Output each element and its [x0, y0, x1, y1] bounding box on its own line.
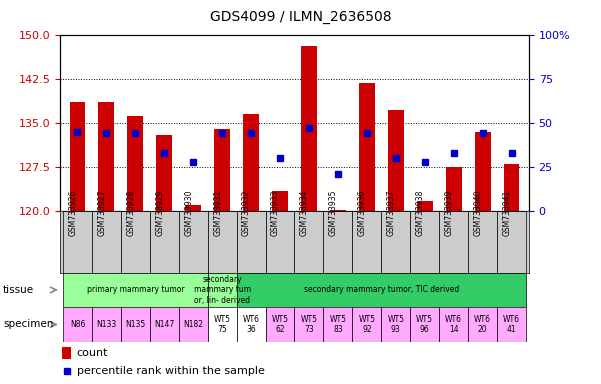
Text: WT5
92: WT5 92: [358, 315, 376, 334]
Bar: [294, 211, 323, 273]
Text: WT6
41: WT6 41: [503, 315, 520, 334]
Bar: [208, 307, 237, 342]
Bar: [272, 190, 288, 211]
Text: GSM733929: GSM733929: [155, 190, 164, 236]
Bar: [388, 110, 404, 211]
Bar: [243, 114, 259, 211]
Text: GSM733941: GSM733941: [502, 190, 511, 236]
Bar: [150, 211, 178, 273]
Bar: [323, 211, 352, 273]
Bar: [99, 102, 114, 211]
Bar: [214, 129, 230, 211]
Bar: [208, 273, 237, 307]
Text: N147: N147: [154, 320, 174, 329]
Text: GSM733928: GSM733928: [126, 190, 135, 236]
Bar: [323, 307, 352, 342]
Bar: [237, 273, 526, 307]
Text: percentile rank within the sample: percentile rank within the sample: [76, 366, 264, 376]
Bar: [92, 211, 121, 273]
Bar: [127, 116, 143, 211]
Bar: [468, 211, 497, 273]
Bar: [150, 307, 178, 342]
Text: GSM733937: GSM733937: [387, 190, 396, 236]
Text: specimen: specimen: [3, 319, 53, 329]
Bar: [497, 307, 526, 342]
Text: GSM733931: GSM733931: [213, 190, 222, 236]
Bar: [381, 211, 410, 273]
Bar: [92, 307, 121, 342]
Text: WT5
93: WT5 93: [387, 315, 404, 334]
Text: GSM733934: GSM733934: [300, 190, 309, 236]
Bar: [294, 307, 323, 342]
Text: GSM733940: GSM733940: [474, 190, 483, 236]
Bar: [63, 211, 92, 273]
Bar: [330, 210, 346, 211]
Bar: [63, 273, 208, 307]
Bar: [63, 347, 71, 359]
Bar: [208, 211, 237, 273]
Text: GSM733932: GSM733932: [242, 190, 251, 236]
Bar: [70, 102, 85, 211]
Bar: [446, 167, 462, 211]
Text: GSM733938: GSM733938: [416, 190, 425, 236]
Text: GSM733933: GSM733933: [271, 190, 280, 236]
Bar: [266, 307, 294, 342]
Text: primary mammary tumor: primary mammary tumor: [87, 285, 184, 295]
Bar: [237, 307, 266, 342]
Bar: [410, 211, 439, 273]
Text: GSM733936: GSM733936: [358, 190, 367, 236]
Text: WT5
73: WT5 73: [300, 315, 317, 334]
Bar: [359, 83, 375, 211]
Bar: [178, 307, 208, 342]
Text: N86: N86: [70, 320, 85, 329]
Bar: [301, 46, 317, 211]
Bar: [121, 307, 150, 342]
Text: WT6
14: WT6 14: [445, 315, 462, 334]
Bar: [185, 205, 201, 211]
Bar: [416, 200, 433, 211]
Text: GSM733935: GSM733935: [329, 190, 338, 236]
Bar: [63, 307, 92, 342]
Bar: [381, 307, 410, 342]
Text: GSM733930: GSM733930: [185, 190, 193, 236]
Text: tissue: tissue: [3, 285, 34, 295]
Bar: [410, 307, 439, 342]
Text: N182: N182: [183, 320, 203, 329]
Text: WT5
96: WT5 96: [416, 315, 433, 334]
Bar: [439, 211, 468, 273]
Text: WT6
36: WT6 36: [243, 315, 260, 334]
Text: GSM733927: GSM733927: [97, 190, 106, 236]
Text: WT6
20: WT6 20: [474, 315, 491, 334]
Bar: [237, 211, 266, 273]
Bar: [266, 211, 294, 273]
Text: WT5
83: WT5 83: [329, 315, 346, 334]
Text: GDS4099 / ILMN_2636508: GDS4099 / ILMN_2636508: [210, 10, 391, 23]
Bar: [468, 307, 497, 342]
Bar: [156, 135, 172, 211]
Bar: [497, 211, 526, 273]
Text: count: count: [76, 348, 108, 358]
Bar: [121, 211, 150, 273]
Bar: [439, 307, 468, 342]
Bar: [178, 211, 208, 273]
Text: secondary mammary tumor, TIC derived: secondary mammary tumor, TIC derived: [304, 285, 459, 295]
Bar: [475, 132, 490, 211]
Text: N133: N133: [96, 320, 117, 329]
Text: WT5
62: WT5 62: [272, 315, 288, 334]
Text: GSM733926: GSM733926: [69, 190, 78, 236]
Text: GSM733939: GSM733939: [445, 190, 454, 236]
Text: WT5
75: WT5 75: [213, 315, 231, 334]
Bar: [504, 164, 519, 211]
Text: N135: N135: [125, 320, 145, 329]
Bar: [352, 307, 381, 342]
Bar: [352, 211, 381, 273]
Text: secondary
mammary tum
or, lin- derived: secondary mammary tum or, lin- derived: [194, 275, 251, 305]
